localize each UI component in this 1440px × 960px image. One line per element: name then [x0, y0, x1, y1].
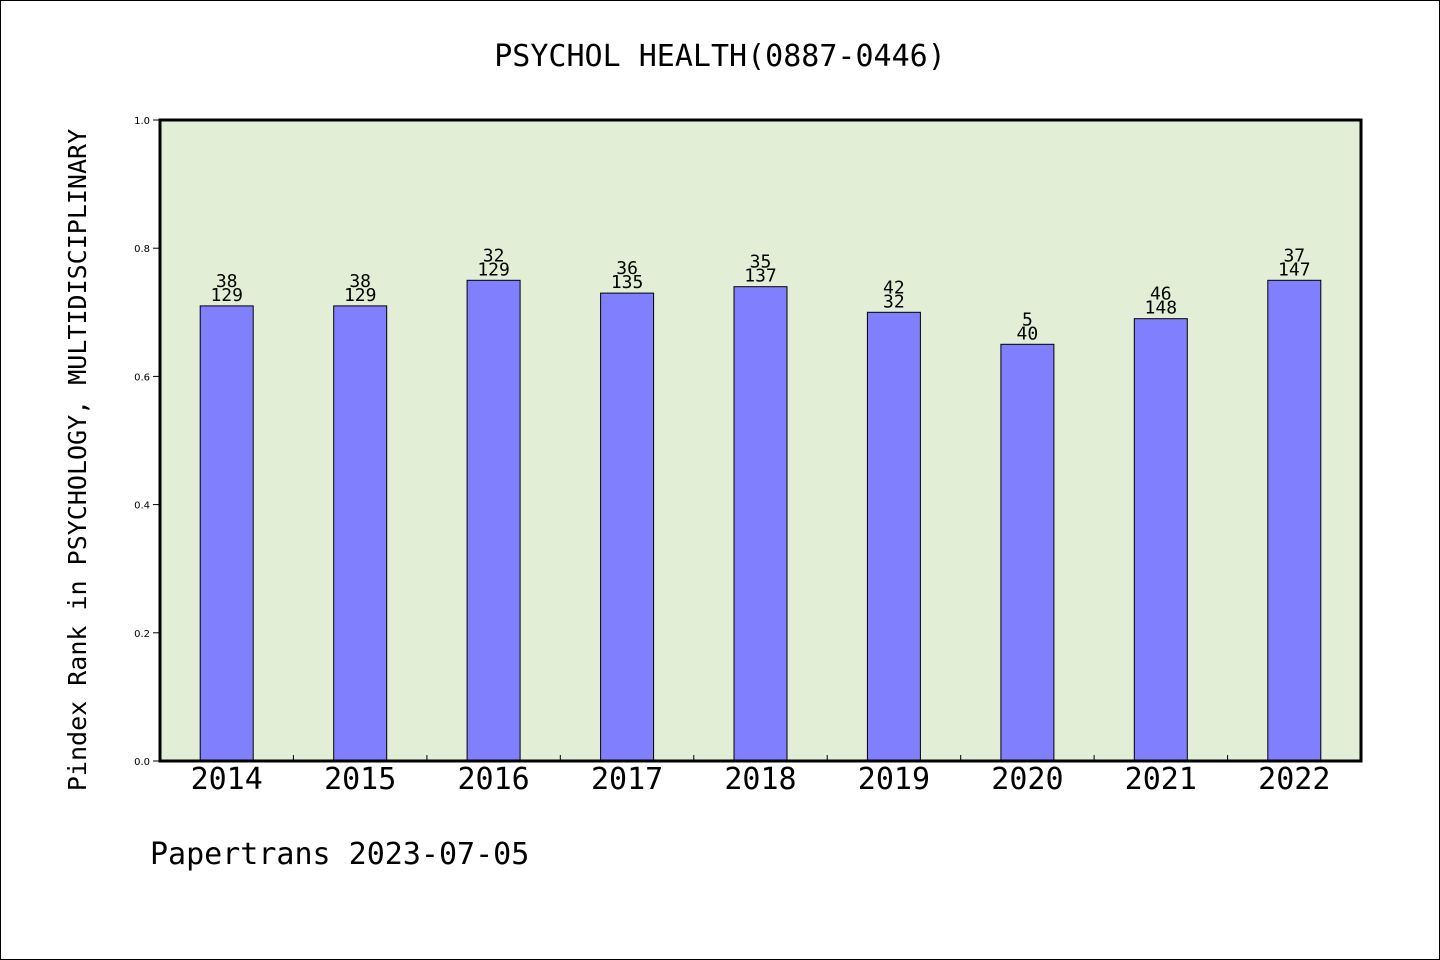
bar-label-top: 37 [1283, 245, 1305, 266]
bar-2021 [1133, 318, 1188, 762]
bar-label-bottom: 129 [210, 285, 243, 306]
y-tick-label: 0.4 [134, 501, 150, 512]
x-tick-label: 2020 [991, 762, 1063, 797]
bar-label-top: 38 [349, 271, 371, 292]
bar-2014 [199, 305, 254, 762]
x-tick-label: 2018 [724, 762, 796, 797]
x-tick-label: 2022 [1258, 762, 1330, 797]
bar-label-top: 5 [1022, 309, 1033, 330]
plot-frame [158, 118, 1363, 763]
bar-label-top: 46 [1150, 284, 1172, 305]
bar-2018 [733, 286, 788, 762]
y-axis: 0.0 0.2 0.4 0.6 0.8 1.0 [134, 116, 160, 768]
x-tick-label: 2015 [324, 762, 396, 797]
bar-group [199, 279, 1322, 762]
bar-label-top: 36 [616, 258, 638, 279]
x-tick-label: 2017 [591, 762, 663, 797]
bar-2019 [866, 311, 921, 762]
x-axis: 2014 2015 2016 2017 2018 2019 2020 2021 2022 [191, 755, 1330, 797]
bar-2015 [333, 305, 388, 762]
y-tick-label: 1.0 [134, 116, 150, 127]
x-tick-label: 2014 [191, 762, 263, 797]
bar-label-top: 42 [883, 277, 905, 298]
bar-label-bottom: 137 [744, 266, 777, 287]
bar-label-bottom: 147 [1278, 259, 1311, 280]
bar-label-bottom: 129 [344, 285, 377, 306]
bar-label-top: 35 [750, 252, 772, 273]
y-tick-label: 0.6 [134, 372, 150, 383]
bar-label-top: 32 [483, 245, 505, 266]
bar-2022 [1267, 279, 1322, 762]
bar-label-bottom: 129 [477, 259, 510, 280]
bar-2016 [466, 279, 521, 762]
bar-label-top: 38 [216, 271, 238, 292]
y-tick-label: 0.2 [134, 629, 150, 640]
footer-text: Papertrans 2023-07-05 [150, 837, 529, 872]
x-tick-label: 2021 [1125, 762, 1197, 797]
bar-label-bottom: 148 [1145, 298, 1178, 319]
y-axis-label: Pindex Rank in PSYCHOLOGY, MULTIDISCIPLI… [63, 129, 92, 791]
bar-2020 [1000, 343, 1055, 762]
x-tick-label: 2019 [858, 762, 930, 797]
bar-2017 [600, 292, 655, 762]
bar-label-bottom: 40 [1017, 323, 1039, 344]
y-tick-label: 0.0 [134, 757, 150, 768]
bar-label-bottom: 135 [611, 272, 644, 293]
y-tick-label: 0.8 [134, 244, 150, 255]
chart-title: PSYCHOL HEALTH(0887-0446) [494, 39, 946, 74]
x-tick-label: 2016 [457, 762, 529, 797]
bar-label-bottom: 32 [883, 291, 905, 312]
